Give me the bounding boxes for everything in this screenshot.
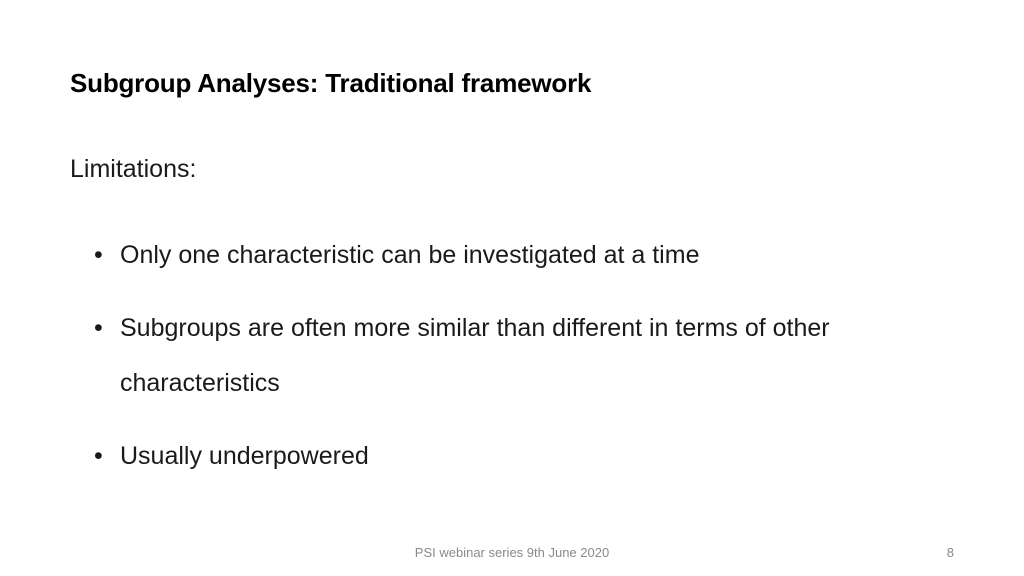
list-item: Only one characteristic can be investiga… xyxy=(94,228,954,283)
slide-footer: PSI webinar series 9th June 2020 xyxy=(0,545,1024,560)
slide-subheading: Limitations: xyxy=(70,155,954,184)
page-number: 8 xyxy=(947,545,954,560)
slide: Subgroup Analyses: Traditional framework… xyxy=(0,0,1024,576)
list-item: Usually underpowered xyxy=(94,429,954,484)
bullet-list: Only one characteristic can be investiga… xyxy=(70,228,954,484)
footer-text: PSI webinar series 9th June 2020 xyxy=(415,545,609,560)
slide-title: Subgroup Analyses: Traditional framework xyxy=(70,68,954,99)
list-item: Subgroups are often more similar than di… xyxy=(94,301,954,411)
